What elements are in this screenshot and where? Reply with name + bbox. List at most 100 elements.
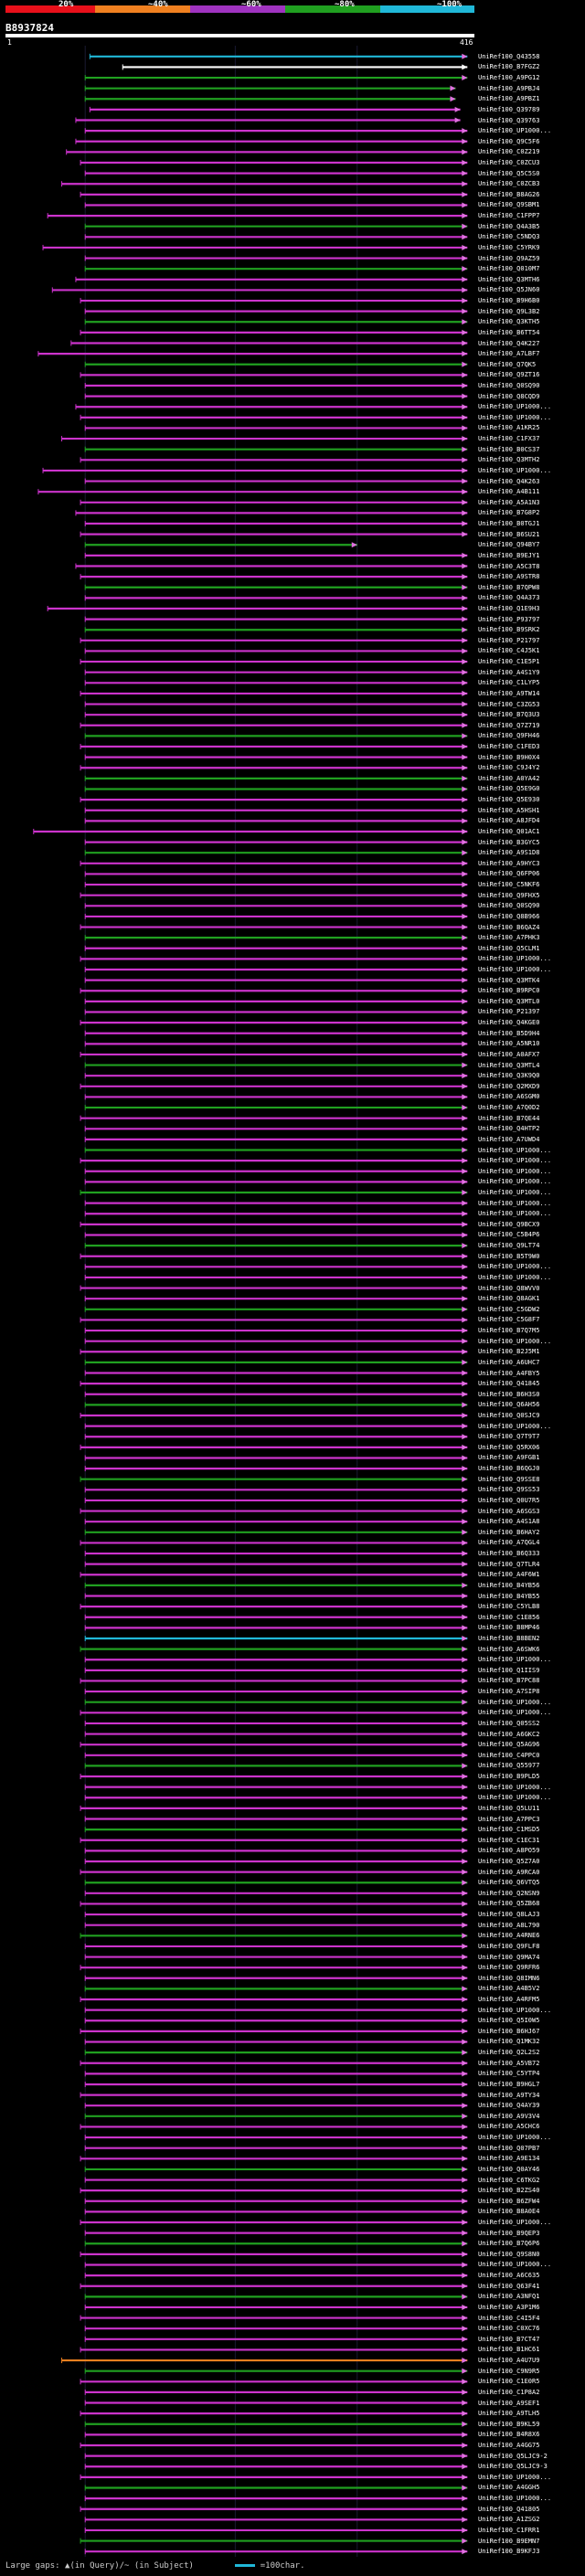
hit-label[interactable]: UniRef100_Q4AY39: [478, 2102, 540, 2110]
hit-label[interactable]: UniRef100_A9TY34: [478, 2091, 540, 2099]
hit-label[interactable]: UniRef100_B5T9W0: [478, 1252, 540, 1260]
hit-label[interactable]: UniRef100_A9SEF1: [478, 2399, 540, 2407]
hit-label[interactable]: UniRef100_UP1000...: [478, 403, 552, 411]
hit-label[interactable]: UniRef100_Q5LJC9-3: [478, 2463, 548, 2471]
hit-label[interactable]: UniRef100_Q6AH56: [478, 1401, 540, 1409]
hit-label[interactable]: UniRef100_B7Q3U3: [478, 711, 540, 719]
hit-label[interactable]: UniRef100_UP1000...: [478, 1273, 552, 1281]
hit-label[interactable]: UniRef100_C5NKF6: [478, 881, 540, 889]
hit-label[interactable]: UniRef100_Q9SBM1: [478, 201, 540, 209]
hit-label[interactable]: UniRef100_B9RPC0: [478, 987, 540, 995]
hit-label[interactable]: UniRef100_UP1000...: [478, 1189, 552, 1196]
hit-label[interactable]: UniRef100_C4J5K1: [478, 647, 540, 655]
hit-label[interactable]: UniRef100_UP1000...: [478, 1263, 552, 1271]
hit-label[interactable]: UniRef100_Q8LAJ3: [478, 1911, 540, 1919]
hit-label[interactable]: UniRef100_UP1000...: [478, 1709, 552, 1717]
hit-label[interactable]: UniRef100_B9HGL7: [478, 2080, 540, 2088]
hit-label[interactable]: UniRef100_Q1MK32: [478, 2038, 540, 2046]
hit-label[interactable]: UniRef100_Q8B966: [478, 912, 540, 920]
hit-label[interactable]: UniRef100_UP1000...: [478, 413, 552, 421]
hit-label[interactable]: UniRef100_Q8CQD9: [478, 392, 540, 400]
hit-label[interactable]: UniRef100_B7PC88: [478, 1677, 540, 1685]
hit-label[interactable]: UniRef100_UP1000...: [478, 2495, 552, 2503]
hit-label[interactable]: UniRef100_Q6FP06: [478, 870, 540, 878]
hit-label[interactable]: UniRef100_C1MSD5: [478, 1826, 540, 1834]
hit-label[interactable]: UniRef100_A0AFX7: [478, 1050, 540, 1058]
hit-label[interactable]: UniRef100_Q9BCX9: [478, 1220, 540, 1228]
hit-label[interactable]: UniRef100_C1LYP5: [478, 679, 540, 687]
hit-label[interactable]: UniRef100_A7UWD4: [478, 1135, 540, 1143]
hit-label[interactable]: UniRef100_C5G8F7: [478, 1316, 540, 1324]
hit-label[interactable]: UniRef100_UP1000...: [478, 1167, 552, 1175]
hit-label[interactable]: UniRef100_Q2MXD9: [478, 1082, 540, 1090]
hit-label[interactable]: UniRef100_B4YB55: [478, 1592, 540, 1600]
hit-label[interactable]: UniRef100_A4GG75: [478, 2442, 540, 2449]
hit-label[interactable]: UniRef100_Q9SSE8: [478, 1475, 540, 1483]
hit-label[interactable]: UniRef100_Q5RX06: [478, 1443, 540, 1451]
hit-label[interactable]: UniRef100_A3P1M6: [478, 2303, 540, 2311]
hit-label[interactable]: UniRef100_UP1000...: [478, 2261, 552, 2269]
hit-label[interactable]: UniRef100_A9S1D8: [478, 849, 540, 857]
hit-label[interactable]: UniRef100_B9SRK2: [478, 626, 540, 634]
hit-label[interactable]: UniRef100_C4I5F4: [478, 2314, 540, 2322]
hit-label[interactable]: UniRef100_A4GGH5: [478, 2484, 540, 2492]
hit-label[interactable]: UniRef100_A4B5V2: [478, 1985, 540, 1993]
hit-label[interactable]: UniRef100_Q8AGK1: [478, 1295, 540, 1303]
hit-label[interactable]: UniRef100_C1EC31: [478, 1836, 540, 1844]
hit-label[interactable]: UniRef100_B9EMN7: [478, 2537, 540, 2545]
hit-label[interactable]: UniRef100_A3NFQ1: [478, 2293, 540, 2301]
hit-label[interactable]: UniRef100_UP1000...: [478, 1698, 552, 1706]
hit-label[interactable]: UniRef100_Q8WVV0: [478, 1284, 540, 1292]
hit-label[interactable]: UniRef100_B7QE44: [478, 1114, 540, 1122]
hit-label[interactable]: UniRef100_Q39763: [478, 116, 540, 124]
hit-label[interactable]: UniRef100_Q5E930: [478, 796, 540, 804]
hit-label[interactable]: UniRef100_Q9MA74: [478, 1953, 540, 1961]
hit-label[interactable]: UniRef100_C1FPP7: [478, 212, 540, 220]
hit-label[interactable]: UniRef100_B9QEP3: [478, 2229, 540, 2237]
hit-label[interactable]: UniRef100_B7FGZ2: [478, 63, 540, 71]
hit-label[interactable]: UniRef100_B6HJ67: [478, 2027, 540, 2035]
hit-label[interactable]: UniRef100_Q8IMN6: [478, 1974, 540, 1982]
hit-label[interactable]: UniRef100_A4B111: [478, 488, 540, 496]
hit-label[interactable]: UniRef100_C0ZCB3: [478, 180, 540, 188]
hit-label[interactable]: UniRef100_C0ZCU3: [478, 158, 540, 166]
hit-label[interactable]: UniRef100_Q0AY46: [478, 2165, 540, 2173]
hit-label[interactable]: UniRef100_Q7TLR4: [478, 1560, 540, 1568]
hit-label[interactable]: UniRef100_B3GYC5: [478, 838, 540, 846]
hit-label[interactable]: UniRef100_Q7QK5: [478, 360, 537, 368]
hit-label[interactable]: UniRef100_B6Q333: [478, 1550, 540, 1558]
hit-label[interactable]: UniRef100_C1E856: [478, 1613, 540, 1621]
hit-label[interactable]: UniRef100_Q0SQ90: [478, 381, 540, 389]
hit-label[interactable]: UniRef100_A6GKC2: [478, 1730, 540, 1738]
hit-label[interactable]: UniRef100_Q01AC1: [478, 827, 540, 835]
hit-label[interactable]: UniRef100_B9KL59: [478, 2420, 540, 2428]
hit-label[interactable]: UniRef100_Q4HTP2: [478, 1125, 540, 1133]
hit-label[interactable]: UniRef100_A0YA42: [478, 774, 540, 782]
hit-label[interactable]: UniRef100_A5C3T8: [478, 562, 540, 570]
hit-label[interactable]: UniRef100_B6ZFW4: [478, 2197, 540, 2205]
hit-label[interactable]: UniRef100_A9FGB1: [478, 1454, 540, 1462]
hit-label[interactable]: UniRef100_A5CHC6: [478, 2123, 540, 2131]
hit-label[interactable]: UniRef100_B6TT54: [478, 328, 540, 336]
hit-label[interactable]: UniRef100_A9RCA0: [478, 1868, 540, 1876]
hit-label[interactable]: UniRef100_Q3KTH5: [478, 318, 540, 326]
hit-label[interactable]: UniRef100_Q55977: [478, 1762, 540, 1770]
hit-label[interactable]: UniRef100_B9H0X4: [478, 753, 540, 761]
hit-label[interactable]: UniRef100_C0Z219: [478, 148, 540, 156]
hit-label[interactable]: UniRef100_B1HC61: [478, 2346, 540, 2354]
hit-label[interactable]: UniRef100_UP1000...: [478, 1656, 552, 1664]
hit-label[interactable]: UniRef100_UP1000...: [478, 1146, 552, 1154]
hit-label[interactable]: UniRef100_Q5I0W5: [478, 2017, 540, 2025]
hit-label[interactable]: UniRef100_Q1E9H3: [478, 604, 540, 612]
hit-label[interactable]: UniRef100_A4S1A8: [478, 1518, 540, 1526]
hit-label[interactable]: UniRef100_Q41805: [478, 2505, 540, 2513]
hit-label[interactable]: UniRef100_C3ZG53: [478, 700, 540, 708]
hit-label[interactable]: UniRef100_B7Q6P6: [478, 2240, 540, 2248]
hit-label[interactable]: UniRef100_Q9FH46: [478, 732, 540, 740]
hit-label[interactable]: UniRef100_B0TGJ1: [478, 520, 540, 528]
hit-label[interactable]: UniRef100_Q7Z719: [478, 721, 540, 729]
hit-label[interactable]: UniRef100_Q5C5S0: [478, 169, 540, 177]
hit-label[interactable]: UniRef100_A8PO59: [478, 1847, 540, 1855]
hit-label[interactable]: UniRef100_Q63F41: [478, 2282, 540, 2290]
hit-label[interactable]: UniRef100_A9TW14: [478, 689, 540, 697]
